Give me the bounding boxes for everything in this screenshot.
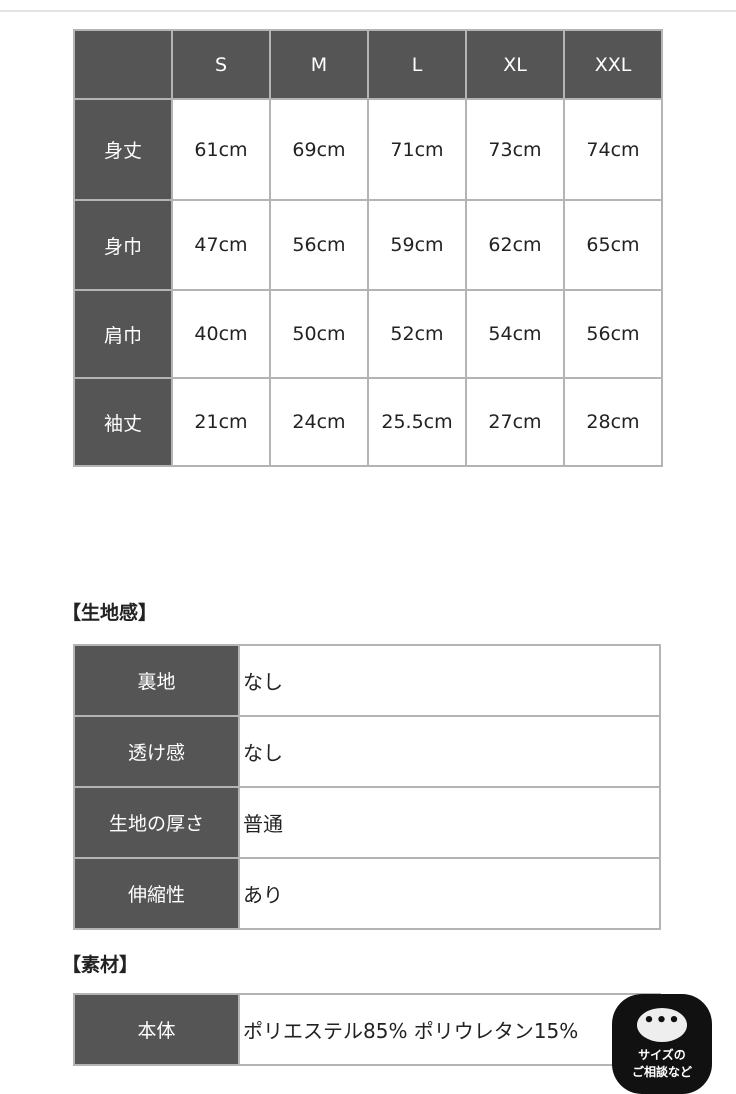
row-value: なし xyxy=(238,644,661,717)
size-value-cell: 28cm xyxy=(563,377,663,467)
size-header-cell: S xyxy=(171,29,271,100)
table-row: 伸縮性 あり xyxy=(73,857,661,930)
row-value: なし xyxy=(238,715,661,788)
size-value-cell: 21cm xyxy=(171,377,271,467)
row-label: 本体 xyxy=(73,993,240,1066)
size-value-cell: 27cm xyxy=(465,377,565,467)
size-value-cell: 52cm xyxy=(367,289,467,379)
size-value-cell: 24cm xyxy=(269,377,369,467)
table-row: 身丈 61cm 69cm 71cm 73cm 74cm xyxy=(73,98,663,201)
row-label: 肩巾 xyxy=(73,289,173,379)
size-value-cell: 62cm xyxy=(465,199,565,291)
table-row: 透け感 なし xyxy=(73,715,661,788)
size-value-cell: 71cm xyxy=(367,98,467,201)
top-divider xyxy=(0,10,736,12)
size-value-cell: 54cm xyxy=(465,289,565,379)
size-header-cell: XXL xyxy=(563,29,663,100)
table-row: 裏地 なし xyxy=(73,644,661,717)
size-value-cell: 50cm xyxy=(269,289,369,379)
size-value-cell: 56cm xyxy=(563,289,663,379)
row-value: 普通 xyxy=(238,786,661,859)
row-value: あり xyxy=(238,857,661,930)
row-label: 身巾 xyxy=(73,199,173,291)
material-heading: 【素材】 xyxy=(62,954,139,976)
size-value-cell: 74cm xyxy=(563,98,663,201)
chat-label-line2: ご相談など xyxy=(631,1065,692,1079)
row-value: ポリエステル85% ポリウレタン15% xyxy=(238,993,661,1066)
row-label: 生地の厚さ xyxy=(73,786,240,859)
size-header-cell xyxy=(73,29,173,100)
table-row: 袖丈 21cm 24cm 25.5cm 27cm 28cm xyxy=(73,377,663,467)
size-value-cell: 59cm xyxy=(367,199,467,291)
row-label: 伸縮性 xyxy=(73,857,240,930)
size-value-cell: 65cm xyxy=(563,199,663,291)
fabric-heading: 【生地感】 xyxy=(62,602,158,624)
size-value-cell: 61cm xyxy=(171,98,271,201)
size-value-cell: 56cm xyxy=(269,199,369,291)
size-value-cell: 40cm xyxy=(171,289,271,379)
fabric-table: 裏地 なし 透け感 なし 生地の厚さ 普通 伸縮性 あり xyxy=(73,644,661,930)
row-label: 透け感 xyxy=(73,715,240,788)
size-table: S M L XL XXL 身丈 61cm 69cm 71cm 73cm 74cm 身巾 47cm 56cm… xyxy=(73,29,663,467)
size-header-cell: M xyxy=(269,29,369,100)
size-header-cell: L xyxy=(367,29,467,100)
table-row: 身巾 47cm 56cm 59cm 62cm 65cm xyxy=(73,199,663,291)
table-row: 生地の厚さ 普通 xyxy=(73,786,661,859)
row-label: 袖丈 xyxy=(73,377,173,467)
size-value-cell: 69cm xyxy=(269,98,369,201)
size-value-cell: 47cm xyxy=(171,199,271,291)
row-label: 裏地 xyxy=(73,644,240,717)
table-row: 肩巾 40cm 50cm 52cm 54cm 56cm xyxy=(73,289,663,379)
chat-bubble-icon: ••• xyxy=(637,1008,687,1042)
table-row: 本体 ポリエステル85% ポリウレタン15% xyxy=(73,993,661,1066)
size-header-cell: XL xyxy=(465,29,565,100)
row-label: 身丈 xyxy=(73,98,173,201)
material-table: 本体 ポリエステル85% ポリウレタン15% xyxy=(73,993,661,1066)
size-consultation-chat-button[interactable]: ••• サイズの ご相談など xyxy=(612,994,712,1094)
size-value-cell: 73cm xyxy=(465,98,565,201)
size-value-cell: 25.5cm xyxy=(367,377,467,467)
chat-label-line1: サイズの xyxy=(638,1048,686,1062)
